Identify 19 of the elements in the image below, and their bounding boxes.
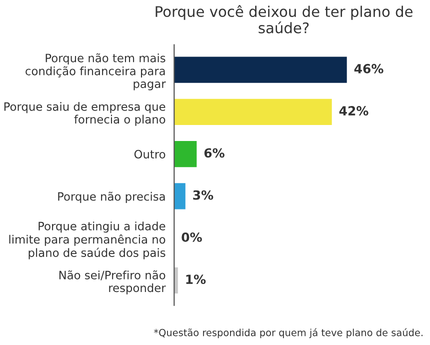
chart-title: Porque você deixou de ter plano de saúde? bbox=[156, 5, 412, 34]
y-tick-label: Porque saiu de empresa que fornecia o plano bbox=[4, 102, 166, 126]
y-tick-label: Porque não precisa bbox=[58, 192, 165, 203]
data-label: 46% bbox=[354, 64, 384, 74]
data-label: 1% bbox=[186, 274, 206, 284]
data-label: 42% bbox=[339, 106, 368, 116]
data-label: 3% bbox=[193, 190, 214, 200]
bar bbox=[174, 98, 332, 125]
bar bbox=[174, 56, 347, 83]
bar bbox=[174, 183, 186, 210]
y-tick-label: Outro bbox=[134, 150, 166, 159]
y-tick-label: Porque não tem mais condição financeira para pagar bbox=[26, 53, 166, 90]
bar bbox=[174, 267, 178, 294]
bar bbox=[174, 140, 197, 168]
y-tick-label: Porque atingiu a idade limite para permanência no plano de saúde dos pais bbox=[9, 222, 166, 260]
data-label: 0% bbox=[182, 232, 202, 242]
data-label: 6% bbox=[204, 148, 224, 158]
y-tick-label: Não sei/Prefiro não responder bbox=[59, 270, 166, 294]
text: *Questão respondida por quem já teve plano de saúde. bbox=[154, 328, 422, 338]
